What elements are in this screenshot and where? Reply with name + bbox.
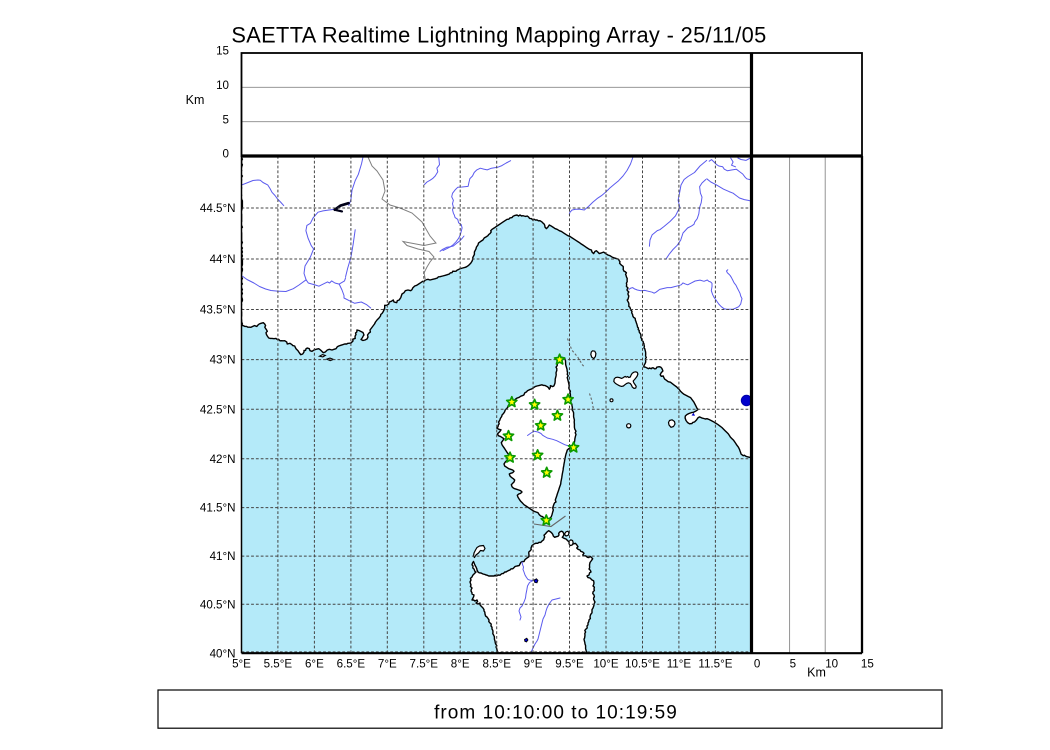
svg-text:9°E: 9°E [524,657,543,670]
svg-text:from 10:10:00 to 10:19:59: from 10:10:00 to 10:19:59 [434,702,678,723]
svg-text:Km: Km [186,93,205,107]
svg-text:44°N: 44°N [210,253,236,266]
svg-text:Km: Km [807,666,826,680]
svg-text:5.5°E: 5.5°E [264,657,293,670]
svg-text:10: 10 [216,79,229,92]
svg-text:0: 0 [223,148,229,161]
svg-text:7°E: 7°E [378,657,397,670]
svg-text:40°N: 40°N [210,647,236,660]
svg-text:8°E: 8°E [451,657,470,670]
svg-text:43°N: 43°N [210,354,236,367]
svg-text:41.5°N: 41.5°N [200,502,236,515]
svg-text:40.5°N: 40.5°N [200,598,236,611]
svg-text:SAETTA Realtime Lightning Mapp: SAETTA Realtime Lightning Mapping Array … [231,22,766,47]
svg-text:10°E: 10°E [593,657,619,670]
svg-text:9.5°E: 9.5°E [555,657,584,670]
svg-text:15: 15 [216,45,229,58]
svg-text:41°N: 41°N [210,550,236,563]
svg-text:44.5°N: 44.5°N [200,202,236,215]
svg-text:15: 15 [861,657,874,670]
svg-text:11°E: 11°E [667,657,692,670]
svg-text:0: 0 [754,657,760,670]
svg-text:42.5°N: 42.5°N [200,403,236,416]
svg-text:10.5°E: 10.5°E [625,657,660,670]
svg-text:6.5°E: 6.5°E [337,657,366,670]
svg-text:43.5°N: 43.5°N [200,304,236,317]
svg-text:6°E: 6°E [305,657,324,670]
svg-text:11.5°E: 11.5°E [698,657,732,670]
svg-text:5: 5 [790,657,796,670]
svg-text:42°N: 42°N [210,453,236,466]
svg-text:5: 5 [223,113,229,126]
svg-text:5°E: 5°E [232,657,251,670]
svg-text:8.5°E: 8.5°E [482,657,511,670]
svg-text:7.5°E: 7.5°E [410,657,439,670]
svg-text:10: 10 [825,657,838,670]
